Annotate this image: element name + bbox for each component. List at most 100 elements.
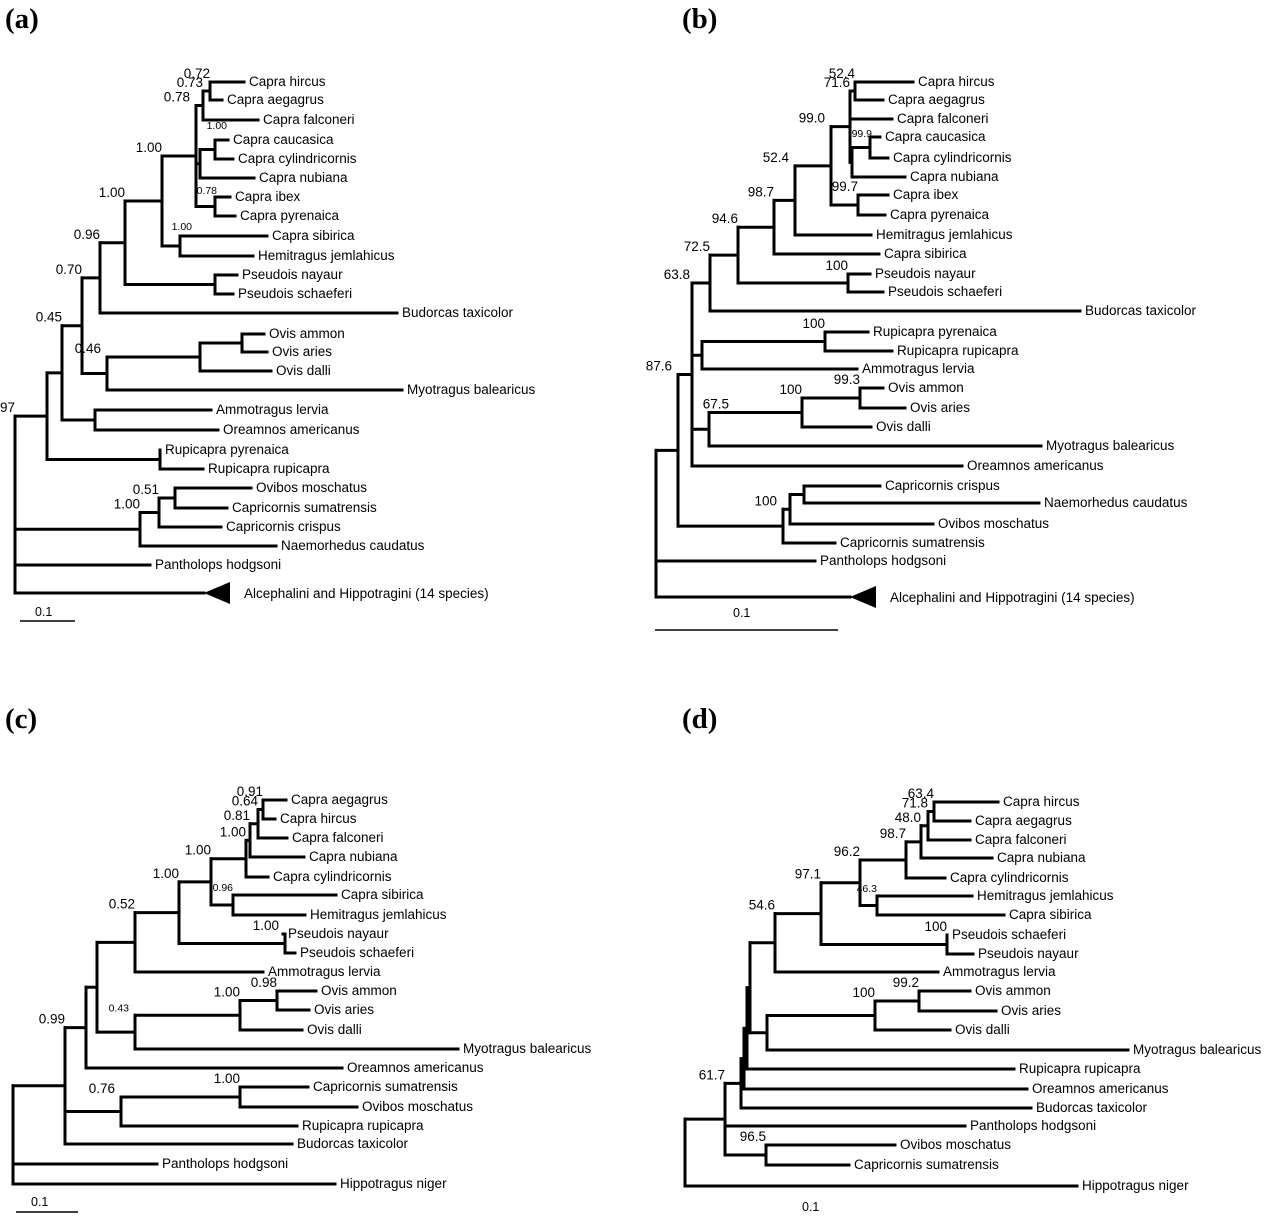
- taxon-label: Pseudois schaeferi: [300, 945, 414, 960]
- support-value: 0.78: [197, 185, 218, 197]
- taxon-label: Capricornis crispus: [885, 478, 1000, 493]
- taxon-label: Hemitragus jemlahicus: [977, 888, 1114, 903]
- taxon-label: Capra aegagrus: [975, 813, 1072, 828]
- support-value: 0.73: [177, 75, 203, 90]
- taxon-label: Capra falconeri: [897, 111, 989, 126]
- taxon-label: Ammotragus lervia: [943, 964, 1056, 979]
- taxon-label: Hemitragus jemlahicus: [258, 248, 395, 263]
- taxon-label: Pseudois nayaur: [242, 267, 343, 282]
- support-value: 52.4: [829, 66, 856, 81]
- taxon-label: Ovis ammon: [888, 380, 964, 395]
- taxon-label: Myotragus balearicus: [463, 1041, 592, 1056]
- taxon-label: Pantholops hodgsoni: [970, 1118, 1096, 1133]
- taxon-label: Capra cylindricornis: [238, 151, 357, 166]
- taxon-label: Ovis ammon: [269, 326, 345, 341]
- taxon-label: Ovis aries: [1001, 1003, 1061, 1018]
- taxon-label: Capra falconeri: [263, 112, 355, 127]
- taxon-label: Ammotragus lervia: [268, 964, 381, 979]
- taxon-label: Ovis dalli: [955, 1022, 1010, 1037]
- panel-d-label: (d): [682, 703, 718, 735]
- support-value: 61.7: [699, 1067, 725, 1082]
- taxon-label: Rupicapra rupicapra: [208, 461, 330, 476]
- taxon-label: Hippotragus niger: [1082, 1178, 1189, 1193]
- support-value: 0.51: [133, 482, 159, 497]
- taxon-label: Oreamnos americanus: [967, 458, 1104, 473]
- taxon-label: Pantholops hodgsoni: [820, 553, 946, 568]
- support-value: 63.4: [908, 786, 935, 801]
- taxon-label: Capra aegagrus: [227, 92, 324, 107]
- support-value: 96.5: [740, 1129, 766, 1144]
- taxon-label: Capricornis sumatrensis: [854, 1157, 999, 1172]
- support-value: 1.00: [214, 985, 240, 1000]
- scale-bar-label: 0.1: [31, 1195, 48, 1209]
- taxon-label: Pseudois nayaur: [288, 926, 389, 941]
- support-value: 99.3: [834, 372, 860, 387]
- taxon-label: Ovis dalli: [276, 363, 331, 378]
- support-value: 48.0: [895, 810, 921, 825]
- taxon-label: Capra hircus: [280, 811, 357, 826]
- support-value: 100: [852, 985, 875, 1000]
- taxon-label: Capricornis sumatrensis: [232, 500, 377, 515]
- support-value: 87.6: [646, 359, 672, 374]
- taxon-label: Ovibos moschatus: [256, 480, 367, 495]
- panel-b-label: (b): [682, 3, 718, 35]
- taxon-label: Rupicapra rupicapra: [1019, 1061, 1141, 1076]
- support-value: 94.6: [712, 211, 738, 226]
- support-value: 100: [754, 493, 777, 508]
- taxon-label: Hippotragus niger: [340, 1176, 447, 1191]
- scale-bar-label: 0.1: [35, 605, 52, 619]
- taxon-label: Capra sibirica: [341, 887, 424, 902]
- taxon-label: Capra sibirica: [884, 246, 967, 261]
- support-value: 46.3: [857, 883, 878, 895]
- taxon-label: Capra ibex: [893, 187, 959, 202]
- taxon-label: Capra sibirica: [272, 228, 355, 243]
- support-value: 1.00: [114, 497, 140, 512]
- taxon-label: Oreamnos americanus: [347, 1060, 484, 1075]
- support-value: 99.7: [832, 179, 858, 194]
- support-value: 71.6: [824, 75, 850, 90]
- taxon-label: Capra nubiana: [309, 849, 398, 864]
- taxon-label: Ovibos moschatus: [938, 516, 1049, 531]
- support-value: 100: [825, 258, 848, 273]
- taxon-label: Pantholops hodgsoni: [162, 1156, 288, 1171]
- support-value: 0.76: [89, 1081, 115, 1096]
- taxon-label: Ovibos moschatus: [900, 1137, 1011, 1152]
- support-value: 1.00: [136, 140, 162, 155]
- taxon-label: Ovis ammon: [975, 983, 1051, 998]
- taxon-label: Oreamnos americanus: [223, 422, 360, 437]
- support-value: 1.00: [253, 918, 279, 933]
- support-value: 98.7: [880, 826, 906, 841]
- taxon-label: Capra hircus: [249, 74, 326, 89]
- support-value: 0.91: [237, 784, 263, 799]
- taxon-label: Oreamnos americanus: [1032, 1081, 1169, 1096]
- collapsed-clade-triangle: [204, 582, 230, 604]
- support-value: 0.81: [224, 808, 250, 823]
- support-value: 0.72: [184, 66, 210, 81]
- taxon-label: Budorcas taxicolor: [1036, 1100, 1148, 1115]
- taxon-label: Pseudois nayaur: [978, 946, 1079, 961]
- taxon-label: Capricornis crispus: [226, 519, 341, 534]
- panel-a-label: (a): [5, 3, 39, 35]
- taxon-label: Capra cylindricornis: [273, 869, 392, 884]
- support-value: 0.78: [164, 90, 190, 105]
- taxon-label: Alcephalini and Hippotragini (14 species…: [890, 590, 1135, 605]
- taxon-label: Naemorhedus caudatus: [281, 538, 425, 553]
- taxon-label: Capra nubiana: [259, 170, 348, 185]
- support-value: 1.00: [185, 843, 211, 858]
- support-value: 99.0: [799, 111, 825, 126]
- taxon-label: Budorcas taxicolor: [402, 305, 514, 320]
- taxon-label: Budorcas taxicolor: [1085, 303, 1197, 318]
- taxon-label: Pseudois schaeferi: [238, 286, 352, 301]
- taxon-label: Ovis dalli: [876, 419, 931, 434]
- taxon-label: Ovis ammon: [321, 983, 397, 998]
- taxon-label: Myotragus balearicus: [407, 382, 536, 397]
- support-value: 97.1: [795, 867, 821, 882]
- taxon-label: Capra caucasica: [885, 129, 986, 144]
- support-value: 99.2: [893, 975, 919, 990]
- support-value: 0.70: [56, 262, 82, 277]
- taxon-label: Capra hircus: [918, 74, 995, 89]
- taxon-label: Capra pyrenaica: [240, 208, 340, 223]
- taxon-label: Ovis aries: [314, 1002, 374, 1017]
- taxon-label: Alcephalini and Hippotragini (14 species…: [244, 586, 489, 601]
